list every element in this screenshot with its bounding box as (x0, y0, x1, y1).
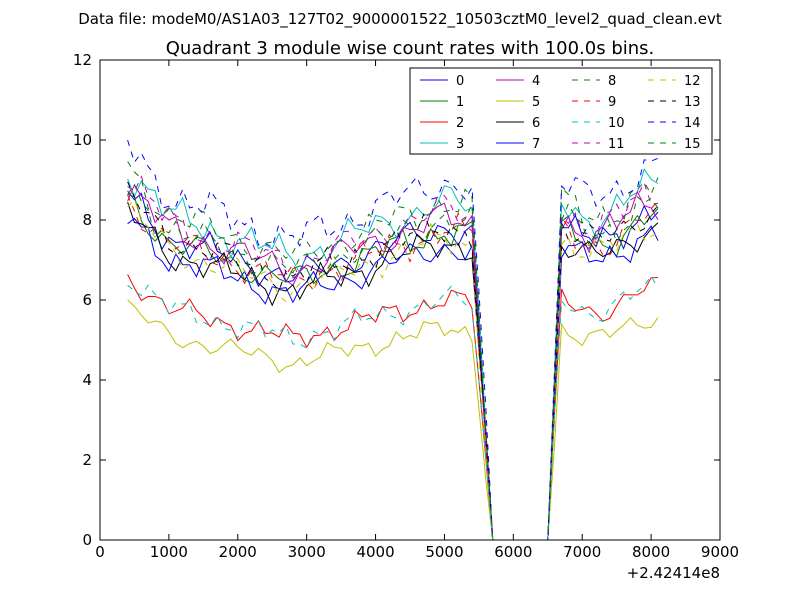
x-tick-label: 6000 (494, 543, 532, 561)
y-tick-label: 10 (73, 131, 92, 149)
legend-label-7: 7 (532, 137, 540, 152)
x-tick-label: 7000 (563, 543, 601, 561)
legend-label-12: 12 (684, 74, 701, 89)
series-line-0 (127, 190, 659, 540)
x-tick-label: 0 (95, 543, 105, 561)
series-line-1 (127, 193, 659, 540)
series-line-9 (127, 194, 659, 540)
legend-label-6: 6 (532, 116, 540, 131)
legend-label-15: 15 (684, 137, 701, 152)
legend-label-8: 8 (608, 74, 616, 89)
legend-label-3: 3 (456, 137, 464, 152)
series-line-5 (127, 299, 659, 540)
x-tick-label: 3000 (288, 543, 326, 561)
legend-label-2: 2 (456, 116, 464, 131)
series-line-15 (127, 183, 659, 540)
legend-box (409, 67, 713, 155)
series-line-11 (127, 175, 659, 540)
legend-label-10: 10 (608, 116, 625, 131)
x-tick-label: 8000 (632, 543, 670, 561)
chart-title: Quadrant 3 module wise count rates with … (166, 38, 655, 59)
series-line-7 (127, 217, 659, 540)
series-line-2 (127, 274, 659, 540)
x-tick-label: 4000 (356, 543, 394, 561)
axis-ticks: 0 1000 2000 3000 4000 5000 6000 7000 8000 9000 0 2 4… (73, 51, 739, 561)
chart-suptitle: Data file: modeM0/AS1A03_127T02_90000015… (78, 10, 722, 29)
legend-label-4: 4 (532, 74, 540, 89)
x-tick-label: 5000 (425, 543, 463, 561)
series-line-4 (127, 184, 659, 540)
legend-label-9: 9 (608, 95, 616, 110)
y-tick-label: 6 (82, 291, 92, 309)
y-tick-label: 12 (73, 51, 92, 69)
legend-label-5: 5 (532, 95, 540, 110)
legend-label-11: 11 (608, 137, 625, 152)
y-tick-label: 4 (82, 371, 92, 389)
y-tick-label: 2 (82, 451, 92, 469)
legend-label-13: 13 (684, 95, 701, 110)
x-tick-label: 2000 (219, 543, 257, 561)
series-layer (127, 139, 659, 540)
legend-label-1: 1 (456, 95, 464, 110)
series-line-10 (127, 275, 659, 540)
series-line-6 (127, 202, 659, 540)
series-line-3 (127, 168, 659, 540)
series-line-12 (127, 198, 659, 540)
y-tick-label: 8 (82, 211, 92, 229)
legend-label-14: 14 (684, 116, 701, 131)
legend-label-0: 0 (456, 74, 464, 89)
x-offset-label: +2.42414e8 (627, 564, 720, 582)
y-tick-label: 0 (82, 531, 92, 549)
x-tick-label: 9000 (701, 543, 739, 561)
series-line-14 (127, 139, 659, 540)
x-tick-label: 1000 (150, 543, 188, 561)
